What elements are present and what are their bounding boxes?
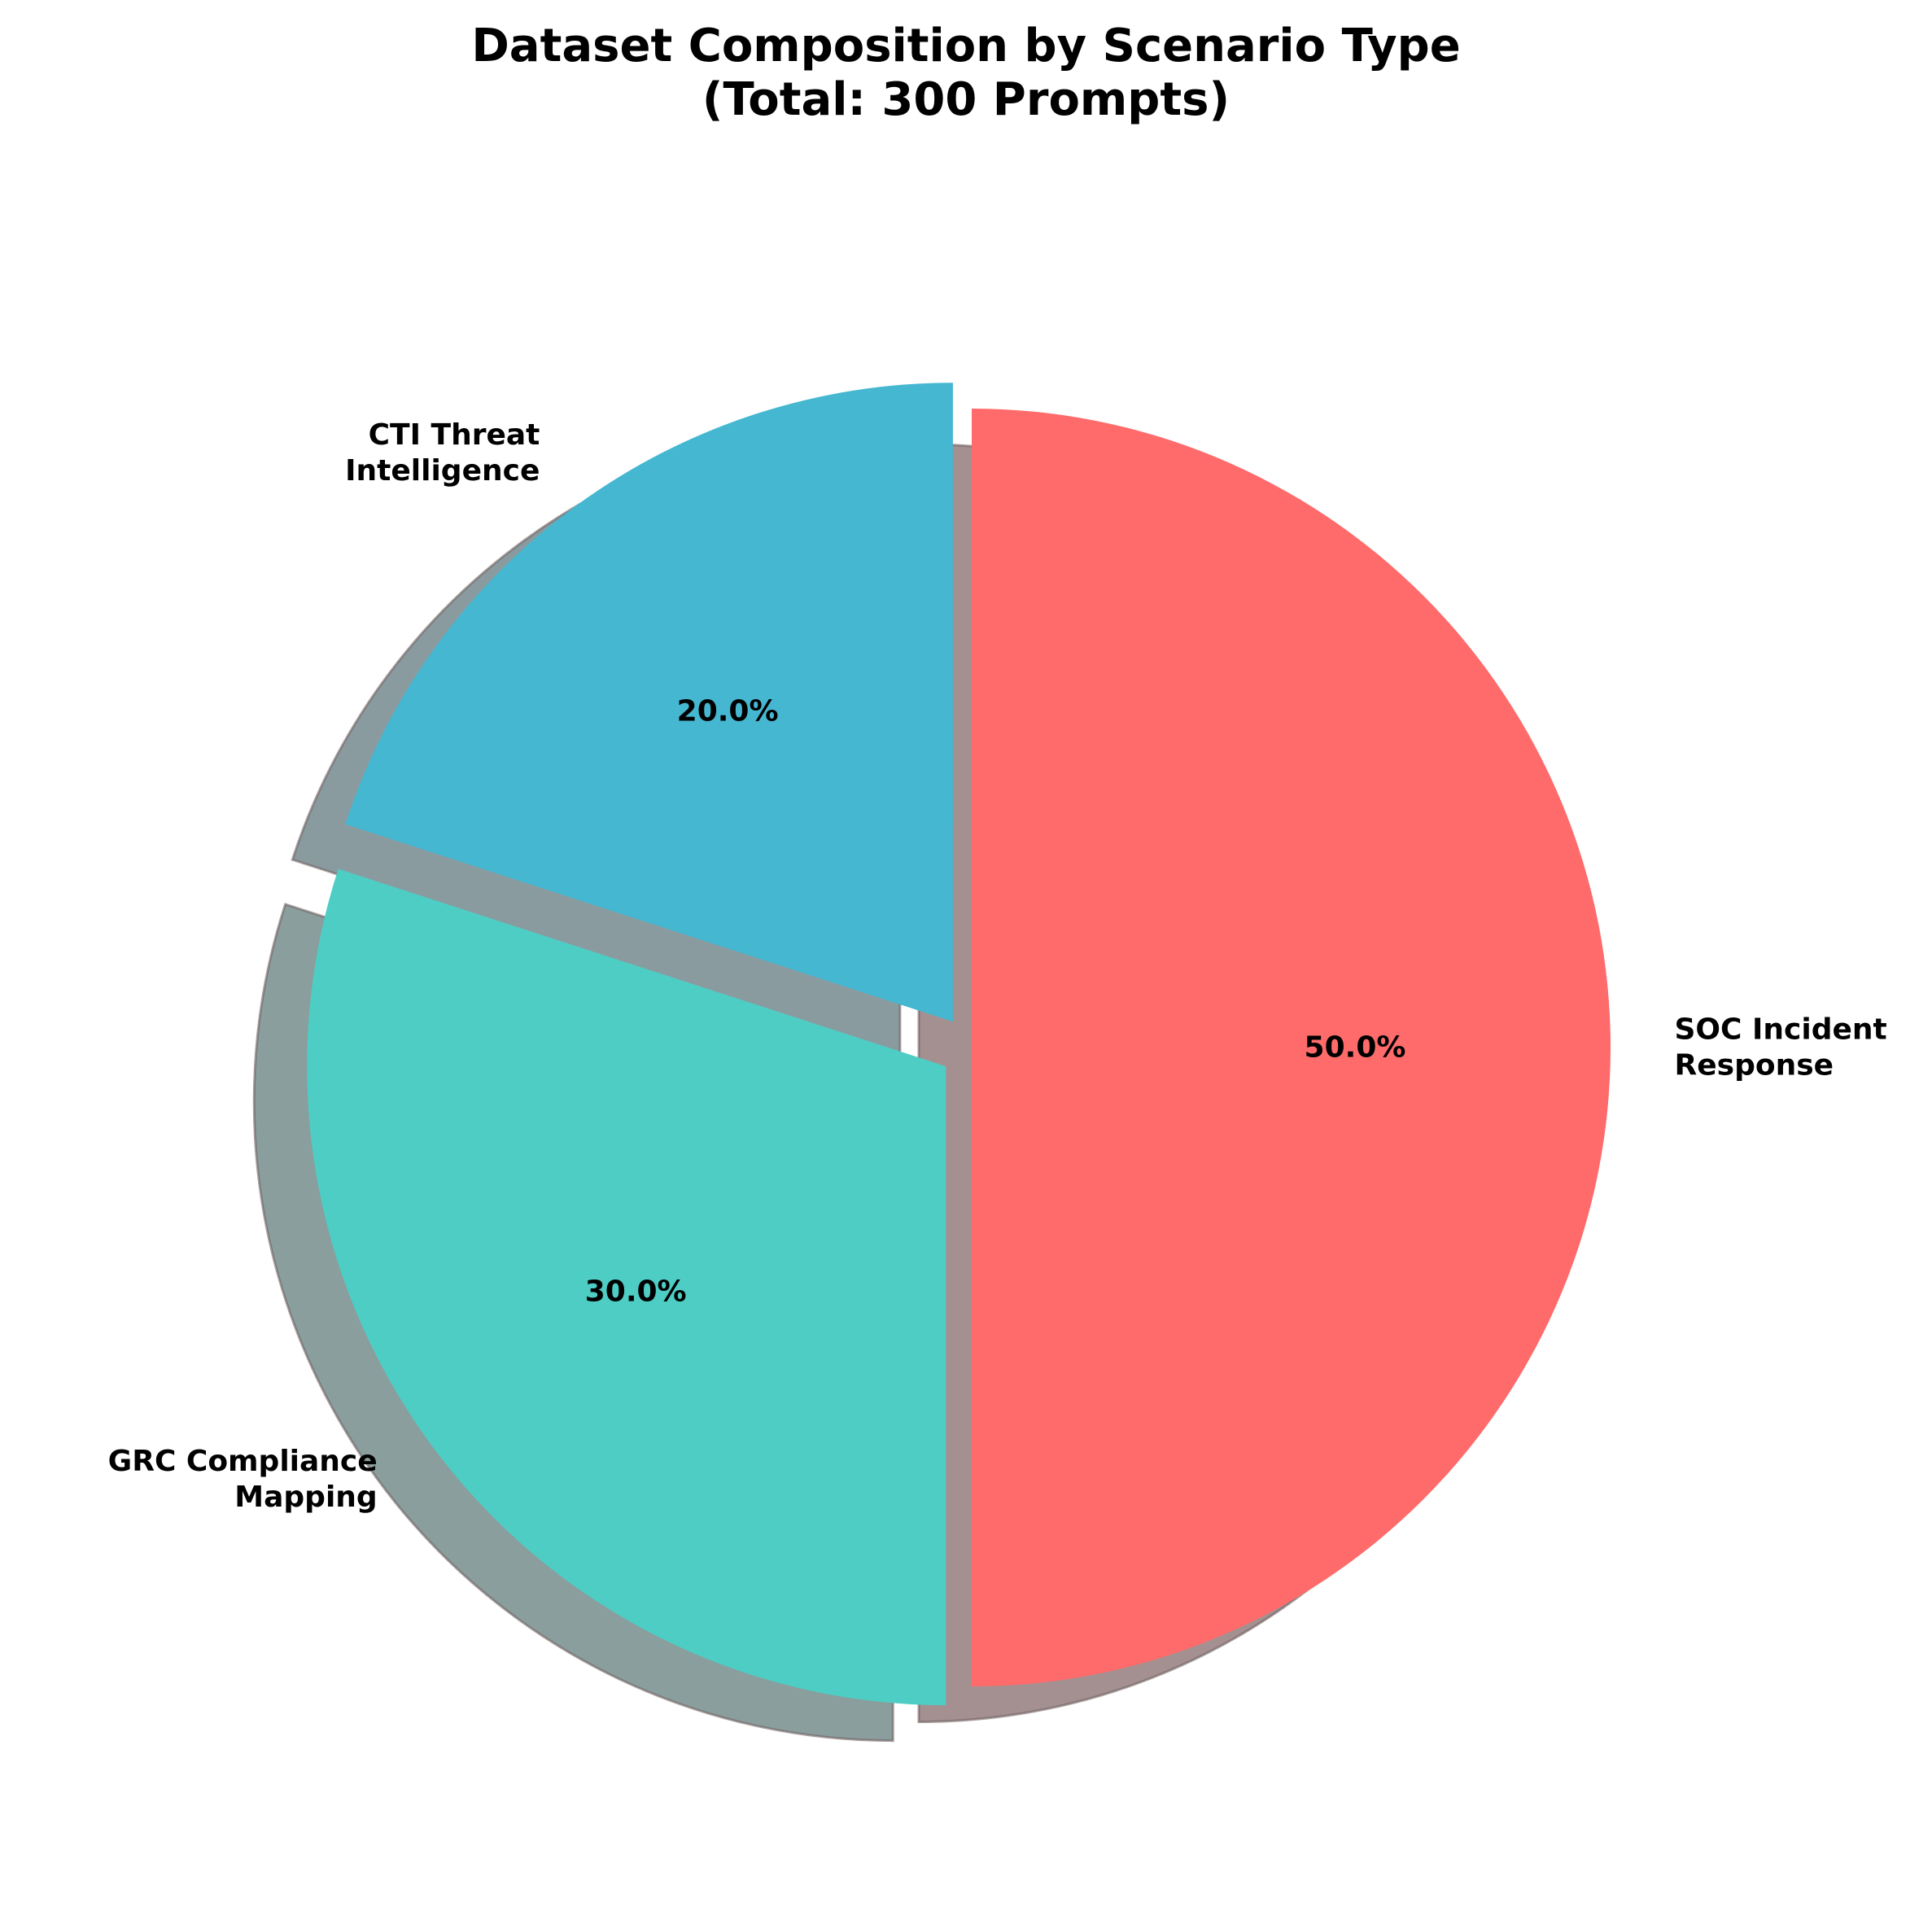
category-label-line: Intelligence [345,454,540,488]
category-label-soc-incident-response: SOC Incident Response [1675,1013,1887,1083]
pie-slice-soc-incident-response [972,409,1611,1686]
pie-slice-grc-compliance-mapping [307,868,946,1706]
label-layer: 50.0% SOC Incident Response 30.0% GRC Compli… [108,418,1887,1514]
category-label-line: SOC Incident [1675,1013,1887,1047]
percent-label-cti-threat-intelligence: 20.0% [677,695,779,728]
category-label-line: GRC Compliance [108,1445,378,1478]
category-label-grc-compliance-mapping: GRC Compliance Mapping [108,1445,378,1514]
category-label-line: CTI Threat [369,418,540,452]
category-label-cti-threat-intelligence: CTI Threat Intelligence [345,418,540,488]
chart-title-line-1: Dataset Composition by Scenario Type [471,20,1461,72]
percent-label-grc-compliance-mapping: 30.0% [585,1275,687,1308]
category-label-line: Mapping [234,1481,377,1514]
chart-title-line-2: (Total: 300 Prompts) [702,73,1230,126]
slice-layer [307,383,1611,1706]
category-label-line: Response [1675,1049,1834,1083]
chart-title: Dataset Composition by Scenario Type (To… [0,20,1932,127]
pie-slice-cti-threat-intelligence [345,383,953,1022]
percent-label-soc-incident-response: 50.0% [1305,1031,1406,1065]
